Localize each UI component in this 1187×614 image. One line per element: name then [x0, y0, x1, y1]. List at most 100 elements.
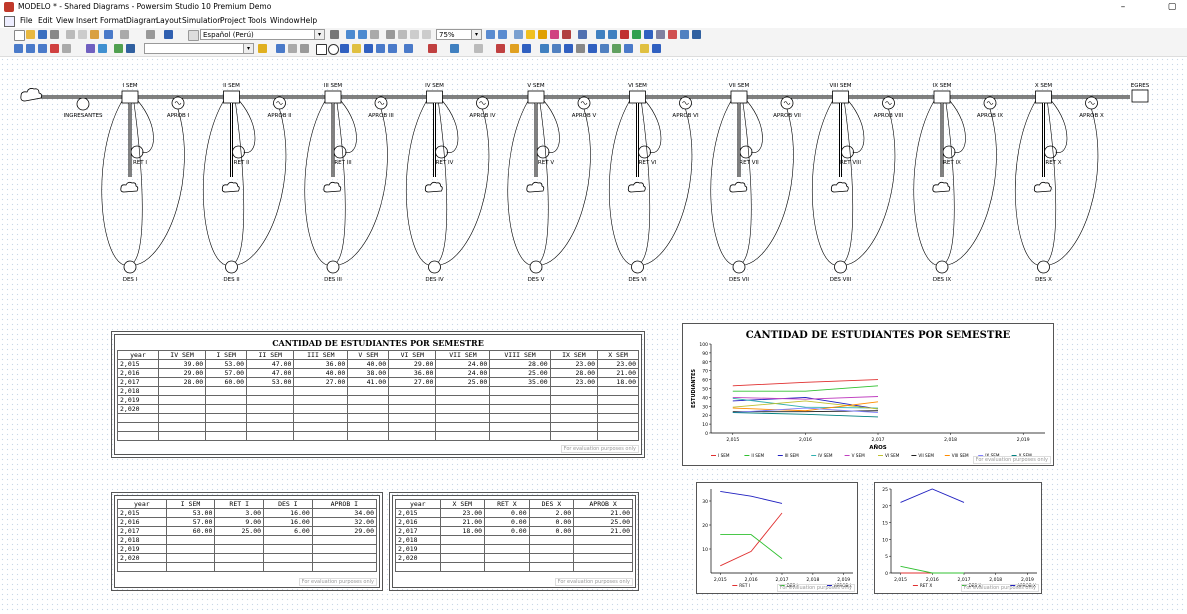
cut-icon[interactable] — [66, 30, 75, 39]
series-line[interactable] — [732, 407, 879, 413]
report-icon[interactable] — [620, 30, 629, 39]
table-cell[interactable] — [246, 386, 295, 396]
table-cell[interactable] — [388, 404, 437, 414]
table-cell[interactable] — [573, 535, 633, 545]
retention-valve-icon[interactable] — [232, 145, 245, 159]
table-cell[interactable] — [528, 544, 575, 554]
table-cell[interactable]: 21.00 — [439, 517, 486, 527]
table-cell[interactable]: 0.00 — [484, 517, 530, 527]
paste-icon[interactable] — [90, 30, 99, 39]
last-semester-table[interactable]: year X SEM RET X DES X APROB X 2,015 23.00 0.00… — [395, 499, 633, 572]
menu-format[interactable]: Format — [100, 16, 127, 25]
table-cell[interactable] — [311, 544, 378, 554]
column-header[interactable]: APROB X — [573, 499, 633, 509]
table-cell[interactable] — [246, 422, 295, 432]
menu-window[interactable]: Window — [270, 16, 300, 25]
retention-valve-icon[interactable] — [130, 145, 144, 159]
table-cell[interactable]: 2,016 — [395, 517, 441, 527]
table-row[interactable]: 2,017 28.00 60.00 53.00 27.00 41.00 27.00 25.00… — [117, 377, 639, 387]
dropout-auxiliary[interactable] — [935, 260, 949, 274]
window-icon[interactable] — [680, 30, 689, 39]
stock-box[interactable] — [1035, 90, 1052, 104]
back-icon[interactable] — [346, 30, 355, 39]
number-box-icon[interactable] — [588, 44, 597, 53]
table-row[interactable]: 2,020 — [117, 553, 378, 563]
menu-help[interactable]: Help — [300, 16, 318, 25]
menu-diagram[interactable]: Diagram — [126, 16, 159, 25]
table-cell[interactable] — [484, 544, 530, 554]
table-cell[interactable]: 2,019 — [117, 544, 167, 554]
table-cell[interactable]: 39.00 — [157, 359, 207, 369]
zoom-select[interactable]: 75% ▾ — [436, 29, 482, 40]
globe-icon[interactable] — [114, 44, 123, 53]
table-cell[interactable]: 34.00 — [311, 508, 378, 518]
table-row[interactable] — [395, 562, 633, 572]
table-cell[interactable] — [117, 562, 167, 572]
students-per-semester-chart[interactable]: CANTIDAD DE ESTUDIANTES POR SEMESTRE 0 10 2… — [683, 324, 1053, 465]
options-icon[interactable] — [62, 44, 71, 53]
table-cell[interactable] — [549, 422, 599, 432]
table-cell[interactable] — [388, 386, 437, 396]
bar-chart-icon[interactable] — [564, 44, 573, 53]
table-cell[interactable] — [439, 553, 486, 563]
column-header[interactable]: year — [395, 499, 441, 509]
table-cell[interactable] — [205, 404, 248, 414]
table-cell[interactable]: 2,020 — [395, 553, 441, 563]
table-cell[interactable]: 60.00 — [165, 526, 216, 536]
table-cell[interactable] — [214, 553, 265, 563]
save-icon[interactable] — [38, 30, 47, 39]
table-row[interactable]: 2,015 23.00 0.00 2.00 21.00 — [395, 508, 633, 518]
table-cell[interactable]: 21.00 — [573, 526, 633, 536]
text-tool-icon[interactable] — [652, 44, 661, 53]
menu-file[interactable]: File — [20, 16, 33, 25]
table-cell[interactable] — [549, 395, 599, 405]
series-line[interactable] — [732, 401, 879, 412]
table-cell[interactable] — [117, 413, 159, 423]
stock-box[interactable] — [324, 90, 342, 104]
table-cell[interactable] — [484, 562, 530, 572]
table-row[interactable] — [117, 562, 378, 572]
table-cell[interactable]: 2,018 — [117, 535, 167, 545]
switch-icon[interactable] — [612, 44, 621, 53]
column-header[interactable]: RET I — [214, 499, 265, 509]
new-icon[interactable] — [14, 30, 25, 41]
table-cell[interactable] — [263, 544, 313, 554]
auxiliary-tool-icon[interactable] — [328, 44, 339, 55]
column-header[interactable]: year — [117, 350, 159, 360]
menu-layout[interactable]: Layout — [156, 16, 182, 25]
language-select[interactable]: Español (Perú) ▾ — [200, 29, 325, 40]
table-cell[interactable]: 27.00 — [388, 377, 437, 387]
table-cell[interactable]: 2,017 — [395, 526, 441, 536]
table-cell[interactable] — [246, 395, 295, 405]
table-cell[interactable] — [165, 562, 216, 572]
table-cell[interactable] — [347, 413, 390, 423]
pointer-icon[interactable] — [276, 44, 285, 53]
table-cell[interactable]: 2,018 — [117, 386, 159, 396]
column-header[interactable]: III SEM — [293, 350, 349, 360]
table-row[interactable]: 2,018 — [117, 535, 378, 545]
dropout-auxiliary[interactable] — [225, 260, 238, 274]
stock-box[interactable] — [527, 90, 545, 104]
table-cell[interactable] — [263, 553, 313, 563]
search-icon[interactable] — [656, 30, 665, 39]
chart-icon[interactable] — [596, 30, 605, 39]
retention-valve-icon[interactable] — [333, 145, 347, 159]
table-cell[interactable]: 2,019 — [395, 544, 441, 554]
reset-icon[interactable] — [14, 44, 23, 53]
table-cell[interactable] — [157, 386, 207, 396]
delay-icon[interactable] — [562, 30, 571, 39]
replace-icon[interactable] — [410, 30, 419, 39]
retention-valve-icon[interactable] — [1044, 145, 1057, 159]
print-icon[interactable] — [50, 30, 59, 39]
table-cell[interactable] — [293, 386, 349, 396]
table-cell[interactable]: 9.00 — [214, 517, 265, 527]
table-cell[interactable]: 18.00 — [439, 526, 486, 536]
series-line[interactable] — [732, 379, 879, 387]
tools-icon[interactable] — [146, 30, 155, 39]
column-header[interactable]: VII SEM — [435, 350, 491, 360]
element-select[interactable]: ▾ — [144, 43, 254, 54]
dropout-auxiliary[interactable] — [631, 260, 644, 274]
stock-box[interactable] — [121, 90, 139, 104]
dropout-auxiliary[interactable] — [1037, 260, 1050, 274]
table-cell[interactable] — [435, 395, 491, 405]
